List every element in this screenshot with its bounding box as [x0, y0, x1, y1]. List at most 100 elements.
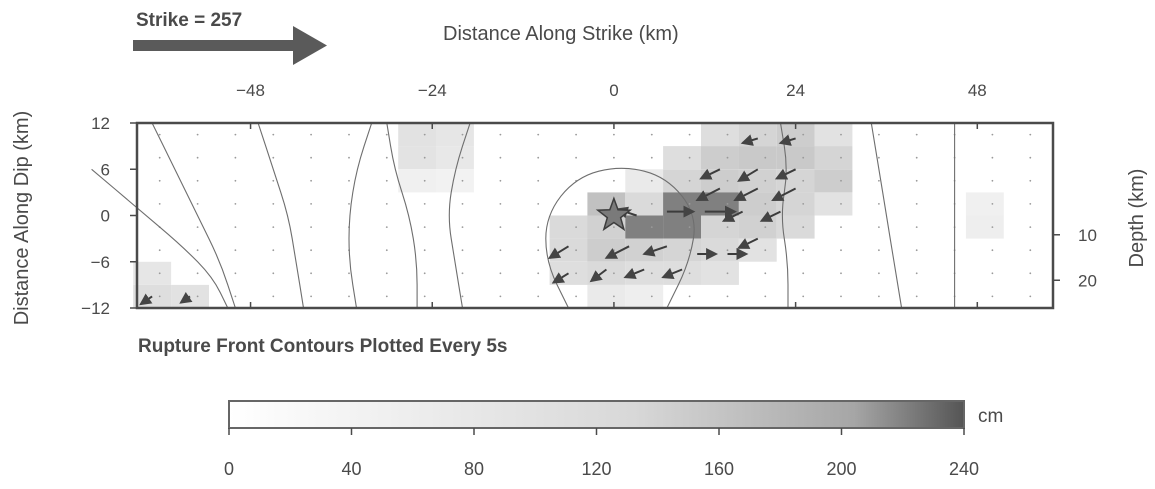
slip-cell: [776, 192, 815, 216]
slip-cell: [701, 123, 739, 147]
rake-arrow: [774, 168, 797, 180]
y-tick-label: 0: [101, 207, 110, 226]
subfault-dot: [234, 249, 237, 252]
colorbar-tick-label: 40: [341, 459, 361, 479]
subfault-dot: [310, 249, 312, 252]
x-axis-ticks: −48 −24 0 24 48: [236, 81, 987, 308]
slip-cell: [171, 284, 209, 308]
slip-cell: [549, 238, 588, 262]
subfault-dot: [385, 133, 388, 136]
subfault-dot: [613, 249, 615, 252]
strike-arrow-icon: [133, 26, 327, 65]
slip-cell: [625, 261, 664, 285]
strike-label: Strike = 257: [136, 10, 242, 31]
rupture-contour: [348, 122, 373, 309]
slip-cell: [814, 146, 853, 170]
subfault-dot: [764, 179, 767, 182]
subfault-dot: [688, 156, 691, 159]
slip-cell: [663, 146, 701, 170]
subfault-dot: [726, 226, 729, 229]
subfault-dot: [613, 133, 615, 136]
subfault-dot: [423, 156, 426, 159]
subfault-dot: [650, 295, 653, 298]
subfault-dot: [575, 156, 577, 159]
subfault-dot: [158, 179, 161, 182]
subfault-dot: [1029, 179, 1032, 182]
subfault-dot: [991, 226, 994, 229]
subfault-dot: [802, 249, 805, 252]
subfault-dot: [385, 295, 388, 298]
subfault-dot: [423, 203, 426, 205]
rake-arrow: [623, 267, 645, 279]
subfault-dot: [726, 179, 729, 182]
hypocenter-star-icon: [595, 196, 633, 232]
subfault-dot: [310, 226, 312, 229]
subfault-dot: [196, 156, 199, 159]
subfault-dot: [688, 226, 691, 229]
subfault-dot: [234, 156, 237, 159]
subfault-dot: [726, 203, 729, 205]
subfault-dot: [537, 226, 540, 229]
subfault-dot: [196, 203, 199, 205]
hypocenter-star: [595, 196, 633, 232]
subfault-dot: [991, 249, 994, 252]
subfault-dot: [802, 226, 805, 229]
subfault-dot: [348, 179, 350, 182]
subfault-dot: [878, 203, 880, 205]
slip-cell: [701, 238, 739, 262]
subfault-dot: [878, 226, 880, 229]
subfault-dot: [764, 203, 767, 205]
subfault-dot: [234, 272, 237, 275]
rake-arrow: [721, 210, 744, 222]
subfault-dot: [915, 226, 918, 229]
subfault-dot: [461, 295, 464, 298]
rake-arrow: [737, 168, 759, 182]
subfault-dot: [650, 156, 653, 159]
subfault-dot: [461, 272, 464, 275]
slip-cell: [587, 261, 626, 285]
slip-cell: [133, 284, 172, 308]
subfault-dot: [915, 156, 918, 159]
slip-cell: [549, 215, 588, 239]
rake-vectors: [139, 134, 797, 306]
subfault-dot: [802, 295, 805, 298]
subfault-dot: [423, 272, 426, 275]
rake-arrow: [733, 187, 759, 202]
x-tick-label: −48: [236, 81, 265, 100]
subfault-dot: [537, 295, 540, 298]
top-axis-title: Distance Along Strike (km): [443, 23, 679, 45]
y-tick-label: −6: [91, 253, 110, 272]
subfault-dot: [575, 272, 577, 275]
subfault-dot: [991, 295, 994, 298]
slip-cell: [436, 123, 474, 147]
slip-cell: [701, 146, 739, 170]
subfault-dot: [915, 272, 918, 275]
slip-cell: [965, 215, 1004, 239]
colorbar-tick-label: 0: [224, 459, 234, 479]
rupture-contour: [448, 122, 471, 309]
subfault-dot: [575, 249, 577, 252]
subfault-dot: [840, 272, 842, 275]
subfault-dot: [385, 179, 388, 182]
subfault-dot: [840, 179, 842, 182]
subfault-dot: [688, 249, 691, 252]
slip-cell: [133, 261, 172, 285]
depth-axis-label: Depth (km): [1126, 169, 1148, 268]
subfault-dot: [650, 226, 653, 229]
subfault-dot: [688, 203, 691, 205]
subfault-dot: [196, 133, 199, 136]
subfault-dot: [537, 203, 540, 205]
rupture-contour: [151, 122, 236, 309]
slip-cell: [398, 146, 437, 170]
depth-axis-ticks: 10 20: [1053, 226, 1097, 290]
subfault-dot: [840, 156, 842, 159]
rake-arrow: [551, 272, 570, 284]
subfault-dot: [764, 249, 767, 252]
subfault-dot: [499, 295, 502, 298]
subfault-dot: [802, 156, 805, 159]
subfault-dot: [1029, 272, 1032, 275]
subfault-dot: [840, 249, 842, 252]
subfault-dot: [688, 295, 691, 298]
subfault-dot: [764, 295, 767, 298]
subfault-dot: [272, 272, 275, 275]
